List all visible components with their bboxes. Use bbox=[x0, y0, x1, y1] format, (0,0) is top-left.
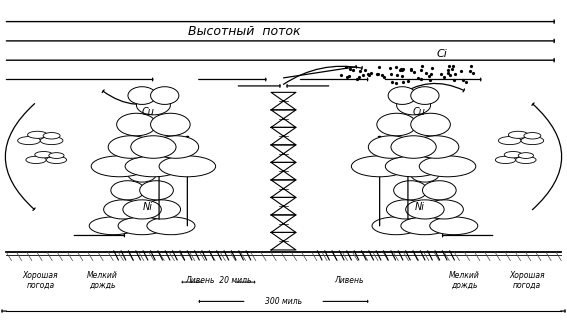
Text: Cu: Cu bbox=[413, 107, 426, 117]
Ellipse shape bbox=[430, 217, 478, 235]
Ellipse shape bbox=[496, 156, 515, 163]
Ellipse shape bbox=[151, 87, 179, 104]
Ellipse shape bbox=[46, 156, 66, 163]
Text: Ni: Ni bbox=[143, 202, 153, 212]
Ellipse shape bbox=[89, 217, 137, 235]
Ellipse shape bbox=[125, 156, 181, 177]
Text: Мелкий
дождь: Мелкий дождь bbox=[87, 271, 118, 290]
Ellipse shape bbox=[147, 217, 195, 235]
Ellipse shape bbox=[142, 200, 180, 219]
Ellipse shape bbox=[28, 131, 48, 138]
Ellipse shape bbox=[386, 156, 442, 177]
Ellipse shape bbox=[509, 131, 528, 138]
Ellipse shape bbox=[518, 153, 534, 159]
Ellipse shape bbox=[411, 87, 439, 104]
Text: Ci: Ci bbox=[437, 49, 447, 59]
Ellipse shape bbox=[40, 137, 63, 145]
Text: Мелкий
дождь: Мелкий дождь bbox=[449, 271, 480, 290]
Ellipse shape bbox=[26, 156, 46, 163]
Ellipse shape bbox=[104, 200, 142, 219]
Ellipse shape bbox=[401, 217, 449, 235]
Text: Высотный  поток: Высотный поток bbox=[188, 25, 300, 38]
Ellipse shape bbox=[108, 136, 154, 158]
Ellipse shape bbox=[35, 151, 53, 158]
Ellipse shape bbox=[154, 136, 198, 158]
Ellipse shape bbox=[524, 132, 541, 139]
Ellipse shape bbox=[419, 156, 476, 177]
Ellipse shape bbox=[91, 156, 148, 177]
Ellipse shape bbox=[425, 200, 463, 219]
Ellipse shape bbox=[49, 153, 64, 159]
Ellipse shape bbox=[391, 136, 436, 158]
Ellipse shape bbox=[139, 181, 174, 200]
Ellipse shape bbox=[128, 166, 156, 182]
Ellipse shape bbox=[352, 156, 408, 177]
Ellipse shape bbox=[18, 137, 40, 145]
Ellipse shape bbox=[137, 96, 170, 115]
Text: Cu: Cu bbox=[141, 107, 154, 117]
Ellipse shape bbox=[413, 136, 459, 158]
Ellipse shape bbox=[159, 156, 215, 177]
Ellipse shape bbox=[397, 96, 430, 115]
Ellipse shape bbox=[43, 132, 60, 139]
Ellipse shape bbox=[117, 113, 156, 136]
Ellipse shape bbox=[521, 137, 544, 145]
Ellipse shape bbox=[377, 113, 416, 136]
Ellipse shape bbox=[422, 158, 447, 173]
Ellipse shape bbox=[111, 181, 145, 200]
Ellipse shape bbox=[120, 158, 145, 173]
Ellipse shape bbox=[411, 166, 439, 182]
Ellipse shape bbox=[515, 156, 536, 163]
Ellipse shape bbox=[411, 113, 450, 136]
Ellipse shape bbox=[498, 137, 521, 145]
Ellipse shape bbox=[388, 87, 416, 104]
Ellipse shape bbox=[131, 136, 176, 158]
Ellipse shape bbox=[123, 200, 162, 219]
Ellipse shape bbox=[504, 151, 522, 158]
Ellipse shape bbox=[403, 158, 428, 173]
Text: Хорошая
погода: Хорошая погода bbox=[23, 271, 58, 290]
Text: Ni: Ni bbox=[414, 202, 424, 212]
Ellipse shape bbox=[405, 200, 444, 219]
Ellipse shape bbox=[139, 158, 164, 173]
Ellipse shape bbox=[387, 200, 425, 219]
Text: 300 миль: 300 миль bbox=[265, 297, 302, 306]
Ellipse shape bbox=[422, 181, 456, 200]
Ellipse shape bbox=[372, 217, 420, 235]
Ellipse shape bbox=[118, 217, 166, 235]
Text: Ливень: Ливень bbox=[334, 276, 363, 285]
Ellipse shape bbox=[128, 87, 156, 104]
Text: Хорошая
погода: Хорошая погода bbox=[509, 271, 544, 290]
Text: Ливень  20 миль: Ливень 20 миль bbox=[185, 276, 252, 285]
Ellipse shape bbox=[151, 113, 190, 136]
Ellipse shape bbox=[393, 181, 428, 200]
Ellipse shape bbox=[369, 136, 413, 158]
